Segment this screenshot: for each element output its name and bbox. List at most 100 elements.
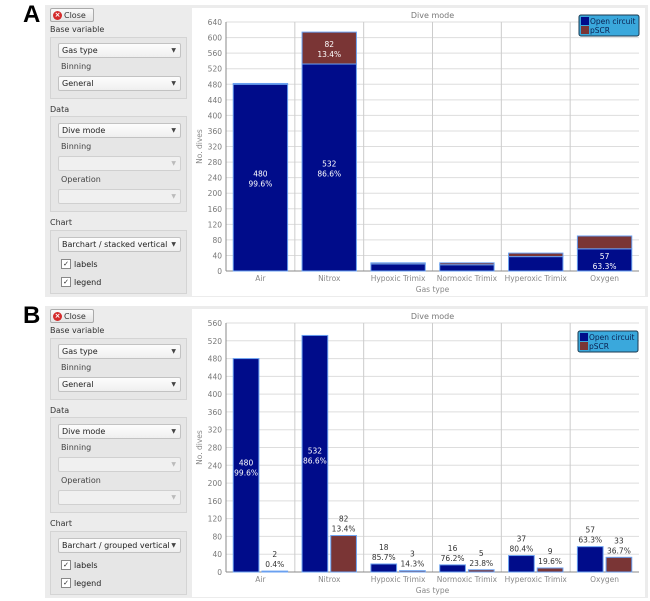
y-tick-label: 400: [208, 390, 223, 399]
chevron-down-icon: ▼: [171, 127, 176, 134]
base-variable-select[interactable]: Gas type ▼: [58, 43, 181, 58]
data-label-percent: 99.6%: [249, 180, 273, 189]
data-binning-label: Binning: [61, 142, 92, 151]
data-label-value: 9: [548, 547, 553, 556]
data-label-percent: 63.3%: [593, 262, 617, 271]
chart-panel: A × Close Base variable Gas type ▼ Binning…: [23, 1, 648, 297]
sidebar: × Close Base variable Gas type ▼ Binning G…: [47, 5, 189, 297]
chart-heading: Chart: [50, 519, 72, 528]
data-label-value: 57: [585, 526, 595, 535]
close-button[interactable]: × Close: [50, 309, 94, 323]
x-tick-label: Air: [255, 575, 266, 584]
data-binning-select[interactable]: ▼: [58, 457, 181, 472]
x-tick-label: Hyperoxic Trimix: [505, 274, 568, 283]
y-tick-label: 480: [208, 355, 223, 364]
y-tick-label: 240: [208, 174, 223, 183]
data-label-value: 532: [322, 160, 337, 169]
bar-segment: [370, 262, 426, 265]
select-value: Gas type: [62, 46, 98, 55]
data-heading: Data: [50, 105, 70, 114]
bar-segment: [301, 63, 357, 272]
bar: [370, 563, 398, 573]
x-tick-label: Normoxic Trimix: [437, 575, 498, 584]
close-label: Close: [64, 311, 86, 321]
y-tick-label: 640: [208, 18, 223, 27]
y-axis-label: No. dives: [195, 129, 204, 164]
checkmark-icon: ✓: [61, 560, 71, 570]
data-heading: Data: [50, 406, 70, 415]
bar: [576, 546, 604, 573]
y-tick-label: 80: [212, 236, 222, 245]
x-tick-label: Nitrox: [318, 575, 341, 584]
checkbox-label: labels: [74, 560, 98, 570]
binning-select[interactable]: General ▼: [58, 377, 181, 392]
y-tick-label: 200: [208, 479, 223, 488]
checkmark-icon: ✓: [61, 277, 71, 287]
legend-swatch: [580, 342, 588, 350]
bar-segment: [301, 31, 357, 65]
labels-checkbox[interactable]: ✓ labels: [61, 259, 98, 269]
base-variable-select[interactable]: Gas type ▼: [58, 344, 181, 359]
data-label-value: 2: [272, 550, 277, 559]
labels-checkbox[interactable]: ✓ labels: [61, 560, 98, 570]
chevron-down-icon: ▼: [171, 494, 176, 501]
data-label-percent: 23.8%: [469, 559, 493, 568]
legend-entry: pSCR: [590, 26, 610, 35]
chart-area: Dive mode 0 40 80 120 160 200 240 280 320 360 400 44…: [192, 309, 645, 597]
data-label-value: 18: [379, 543, 389, 552]
legend-swatch: [581, 26, 589, 34]
data-label-percent: 85.7%: [372, 553, 396, 562]
close-button[interactable]: × Close: [50, 8, 94, 22]
y-tick-label: 280: [208, 444, 223, 453]
y-tick-label: 80: [212, 532, 222, 541]
chevron-down-icon: ▼: [171, 241, 176, 248]
checkbox-label: legend: [74, 578, 102, 588]
data-label-value: 532: [308, 447, 323, 456]
y-tick-label: 120: [208, 515, 223, 524]
data-label-percent: 19.6%: [538, 557, 562, 566]
legend: [577, 330, 639, 353]
y-tick-label: 240: [208, 461, 223, 470]
bar-segment: [232, 82, 289, 85]
data-label-percent: 0.4%: [265, 560, 284, 569]
chart-type-select[interactable]: Barchart / grouped vertical ▼: [58, 538, 181, 553]
bar: [536, 567, 564, 573]
legend-swatch: [581, 17, 589, 25]
data-binning-select[interactable]: ▼: [58, 156, 181, 171]
bar: [232, 358, 260, 573]
chevron-down-icon: ▼: [171, 428, 176, 435]
select-value: General: [62, 380, 94, 389]
binning-select[interactable]: General ▼: [58, 76, 181, 91]
base-variable-heading: Base variable: [50, 25, 105, 34]
chart-type-select[interactable]: Barchart / stacked vertical ▼: [58, 237, 181, 252]
operation-select[interactable]: ▼: [58, 189, 181, 204]
chart-heading: Chart: [50, 218, 72, 227]
bar: [508, 555, 535, 573]
operation-select[interactable]: ▼: [58, 490, 181, 505]
legend-entry: pSCR: [589, 342, 609, 351]
y-tick-label: 320: [208, 143, 223, 152]
y-tick-label: 440: [208, 96, 223, 105]
y-tick-label: 160: [208, 497, 223, 506]
close-icon: ×: [53, 311, 62, 321]
x-tick-label: Nitrox: [318, 274, 341, 283]
chevron-down-icon: ▼: [171, 348, 176, 355]
legend-checkbox[interactable]: ✓ legend: [61, 277, 101, 287]
y-tick-label: 160: [208, 205, 223, 214]
data-select[interactable]: Dive mode ▼: [58, 123, 181, 138]
data-label-value: 480: [253, 170, 268, 179]
chevron-down-icon: ▼: [171, 193, 176, 200]
bar-chart: Dive mode 0 40 80 120 160 200 240 280 320 360 400 44…: [195, 11, 640, 294]
chevron-down-icon: ▼: [171, 80, 176, 87]
select-value: Dive mode: [62, 427, 106, 436]
legend-checkbox[interactable]: ✓ legend: [61, 578, 101, 588]
y-tick-label: 360: [208, 408, 223, 417]
bar-segment: [232, 83, 289, 272]
x-tick-label: Hypoxic Trimix: [371, 575, 426, 584]
data-label-percent: 14.3%: [401, 560, 425, 569]
data-select[interactable]: Dive mode ▼: [58, 424, 181, 439]
y-tick-label: 600: [208, 34, 223, 43]
data-label-value: 480: [239, 458, 254, 467]
chart-panel: B × Close Base variable Gas type ▼ Binning…: [23, 302, 648, 598]
y-tick-label: 40: [212, 550, 222, 559]
